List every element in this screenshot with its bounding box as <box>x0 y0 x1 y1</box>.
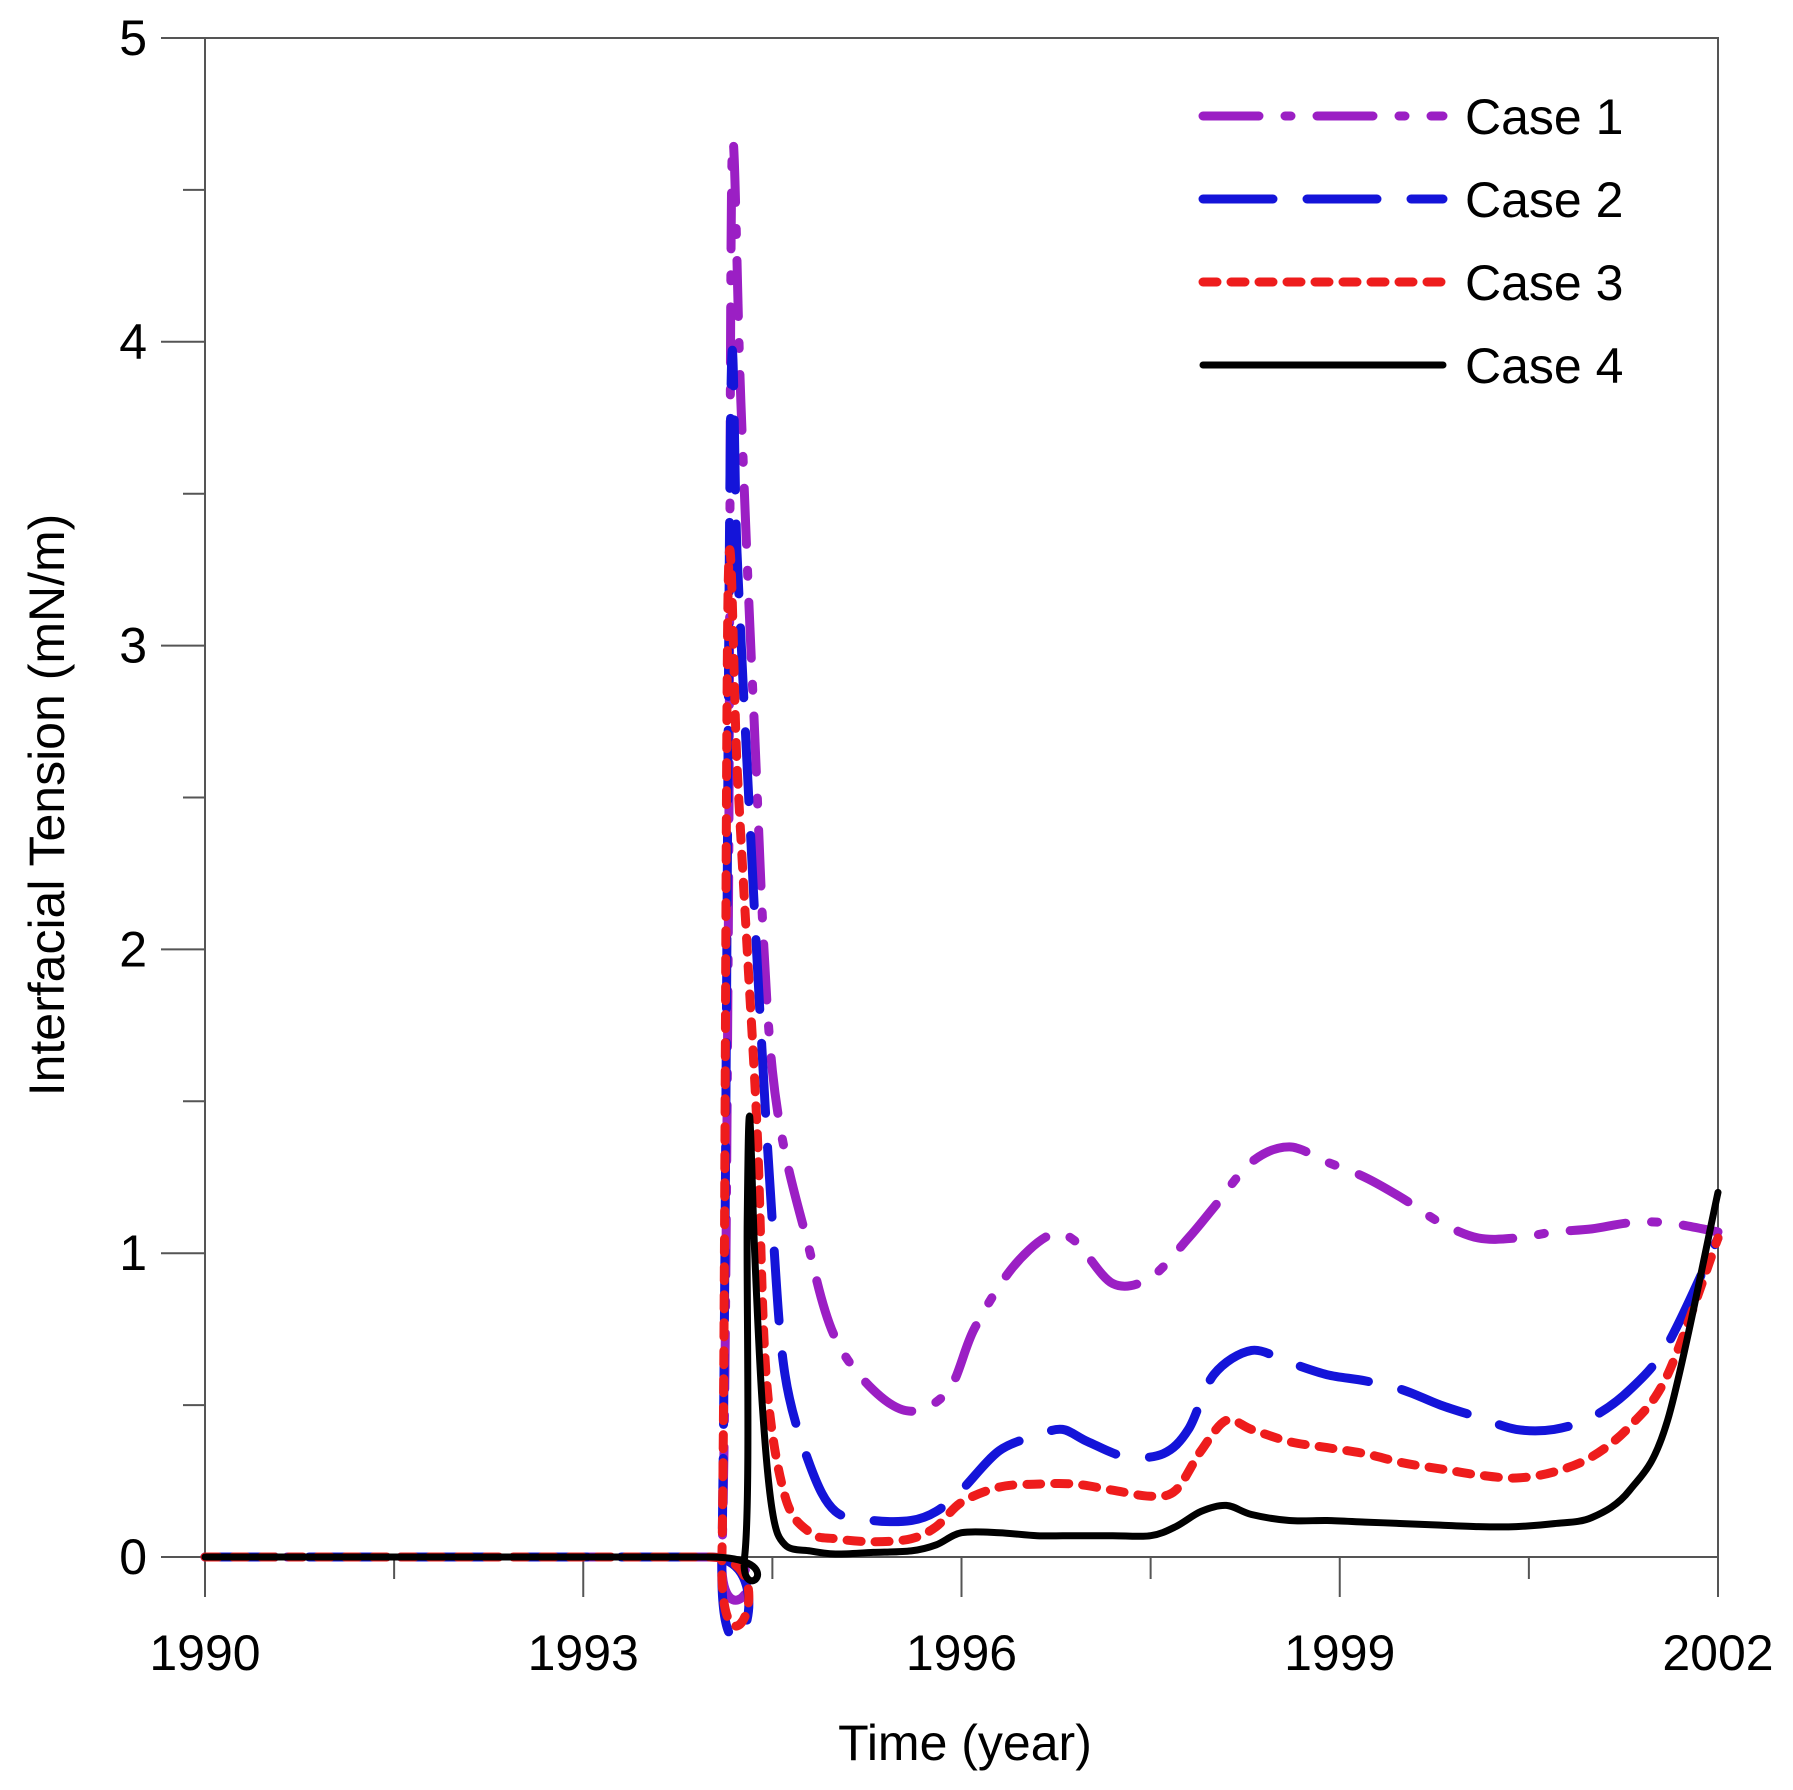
series-line-case-1 <box>200 136 1723 1605</box>
legend-label-case-3: Case 3 <box>1465 255 1623 311</box>
legend: Case 1 Case 2 Case 3 Case 4 <box>1198 89 1623 394</box>
y-tick-label: 1 <box>119 1225 147 1281</box>
tick-labels: 0 1 2 3 4 5 1990 1993 1996 1999 2002 <box>119 10 1773 1681</box>
series-line-case-4 <box>201 1112 1722 1585</box>
x-axis-title: Time (year) <box>838 1715 1092 1771</box>
y-tick-label: 5 <box>119 10 147 66</box>
y-tick-label: 0 <box>119 1529 147 1585</box>
y-tick-label: 2 <box>119 921 147 977</box>
series-line-case-2 <box>200 345 1723 1644</box>
x-tick-label: 1990 <box>149 1625 260 1681</box>
x-tick-label: 1993 <box>528 1625 639 1681</box>
legend-label-case-4: Case 4 <box>1465 338 1623 394</box>
legend-label-case-2: Case 2 <box>1465 172 1623 228</box>
x-tick-label: 1996 <box>906 1625 1017 1681</box>
y-tick-label: 4 <box>119 314 147 370</box>
series-line-case-3 <box>200 545 1723 1631</box>
y-tick-label: 3 <box>119 618 147 674</box>
axis-ticks <box>161 37 1719 1597</box>
x-tick-label: 2002 <box>1662 1625 1773 1681</box>
x-tick-label: 1999 <box>1284 1625 1395 1681</box>
legend-label-case-1: Case 1 <box>1465 89 1623 145</box>
y-axis-title: Interfacial Tension (mN/m) <box>19 514 75 1097</box>
series-layer <box>200 136 1723 1644</box>
